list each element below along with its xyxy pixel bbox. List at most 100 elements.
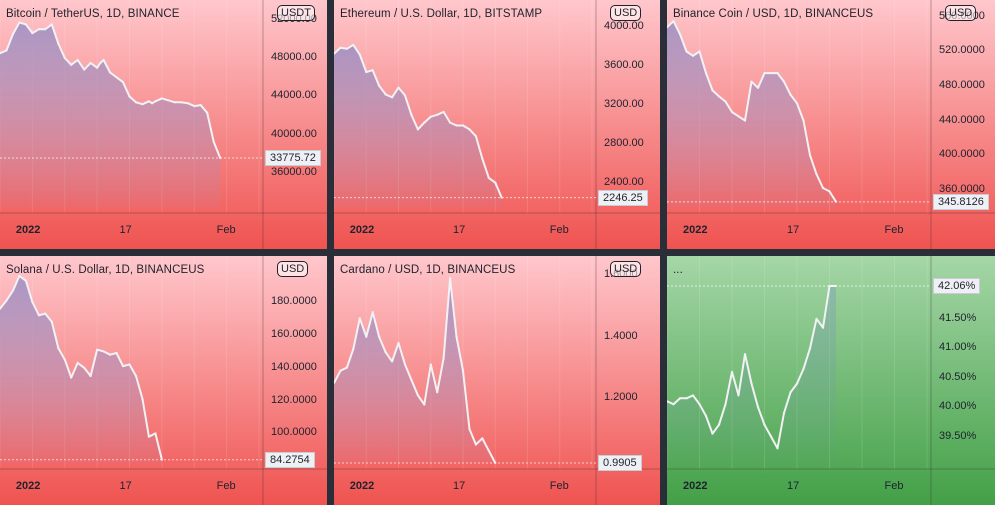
data-point <box>76 361 79 365</box>
data-point <box>365 335 368 338</box>
data-point <box>334 381 336 385</box>
data-point <box>481 157 484 160</box>
data-point <box>403 363 407 366</box>
chart-panel-cardano[interactable]: Cardano / USD, 1D, BINANCEUS1.60001.4000… <box>334 256 660 505</box>
data-point <box>667 26 669 29</box>
data-point <box>769 71 773 75</box>
chart-svg[interactable] <box>0 0 327 249</box>
data-point <box>24 279 28 282</box>
data-point <box>377 335 381 338</box>
data-point <box>821 186 825 190</box>
data-point <box>474 443 478 446</box>
y-tick-label: 40000.00 <box>271 127 317 140</box>
data-point <box>743 119 747 122</box>
data-point <box>756 86 760 90</box>
chart-svg[interactable] <box>667 256 995 505</box>
x-tick-label: 17 <box>119 480 132 492</box>
chart-panel-bitcoin[interactable]: Bitcoin / TetherUS, 1D, BINANCE52000.004… <box>0 0 327 249</box>
data-point <box>397 86 400 89</box>
x-tick-label: 2022 <box>683 224 708 236</box>
currency-badge[interactable]: USDT <box>277 5 315 21</box>
data-point <box>180 101 183 104</box>
x-tick-label: Feb <box>884 224 904 236</box>
data-point <box>193 104 196 108</box>
currency-badge[interactable]: USD <box>610 5 642 21</box>
symbol-title[interactable]: Ethereum / U.S. Dollar, 1D, BITSTAMP <box>340 8 543 20</box>
chart-panel-ethereum[interactable]: Ethereum / U.S. Dollar, 1D, BITSTAMP 4000… <box>334 0 660 249</box>
data-point <box>63 56 66 60</box>
symbol-title[interactable]: Binance Coin / USD, 1D, BINANCEUS <box>673 8 874 20</box>
y-tick-label: 2800.00 <box>604 136 644 149</box>
data-point <box>808 347 812 350</box>
data-point <box>50 23 53 26</box>
data-point <box>776 447 779 450</box>
data-point <box>795 102 799 105</box>
data-point <box>410 378 413 382</box>
chart-panel-percent[interactable]: ... 41.50% 41.00% 40.50% 40.00% 39.50% 42.06% 2… <box>667 256 995 505</box>
data-point <box>365 70 368 74</box>
data-point <box>371 69 374 72</box>
data-point <box>115 76 118 79</box>
symbol-title[interactable]: Solana / U.S. Dollar, 1D, BINANCEUS <box>6 264 205 276</box>
symbol-title[interactable]: Cardano / USD, 1D, BINANCEUS <box>340 264 516 276</box>
chart-svg[interactable] <box>667 0 995 249</box>
data-point <box>83 68 86 71</box>
data-point <box>141 397 144 401</box>
data-point <box>390 96 394 99</box>
data-point <box>147 100 151 103</box>
y-tick-label: 520.0000 <box>939 44 985 57</box>
data-point <box>724 100 727 103</box>
data-point <box>89 374 92 378</box>
x-tick-label: Feb <box>216 224 236 236</box>
data-point <box>403 94 407 97</box>
symbol-title[interactable]: Bitcoin / TetherUS, 1D, BINANCE <box>6 8 180 20</box>
data-point <box>436 113 439 117</box>
data-point <box>685 50 688 53</box>
data-point <box>828 284 831 288</box>
chart-panel-solana[interactable]: Solana / U.S. Dollar, 1D, BINANCEUS 180.0… <box>0 256 327 505</box>
data-point <box>416 394 420 397</box>
data-point <box>121 80 125 84</box>
y-tick-label: 40.50% <box>939 370 977 383</box>
data-point <box>481 437 484 440</box>
series-area-fill <box>0 22 221 207</box>
y-tick-label: 180.0000 <box>271 295 317 308</box>
y-tick-label: 120.0000 <box>271 393 317 406</box>
currency-badge[interactable]: USD <box>610 261 642 277</box>
data-point <box>828 190 831 193</box>
series-line <box>334 277 497 464</box>
y-tick-label: 160.0000 <box>271 327 317 340</box>
data-point <box>730 110 734 114</box>
data-point <box>89 61 92 65</box>
data-point <box>468 128 471 131</box>
data-point <box>5 49 8 52</box>
data-point <box>70 63 73 66</box>
series-area-fill <box>667 21 836 208</box>
data-point <box>128 95 131 98</box>
y-tick-label: 1.2000 <box>604 391 638 404</box>
y-tick-label: 480.0000 <box>939 79 985 92</box>
data-point <box>18 21 21 24</box>
y-tick-label: 400.0000 <box>939 148 985 161</box>
currency-badge[interactable]: USD <box>945 5 977 21</box>
y-tick-label: 44000.00 <box>271 89 317 102</box>
data-point <box>691 54 695 57</box>
data-point <box>371 311 374 314</box>
data-point <box>802 119 805 122</box>
data-point <box>737 394 740 397</box>
y-tick-label: 3600.00 <box>604 59 644 72</box>
chart-panel-binance-coin[interactable]: Binance Coin / USD, 1D, BINANCEUS560.000… <box>667 0 995 249</box>
chart-svg[interactable] <box>334 0 660 249</box>
data-point <box>763 423 766 426</box>
data-point <box>339 369 342 372</box>
data-point <box>352 43 355 47</box>
data-point <box>128 363 131 366</box>
data-point <box>167 99 170 102</box>
data-point <box>70 376 73 379</box>
x-tick-label: 17 <box>119 224 132 236</box>
y-tick-label: 360.0000 <box>939 182 985 195</box>
symbol-title[interactable]: ... <box>673 264 683 276</box>
data-point <box>494 181 497 184</box>
currency-badge[interactable]: USD <box>277 261 309 277</box>
